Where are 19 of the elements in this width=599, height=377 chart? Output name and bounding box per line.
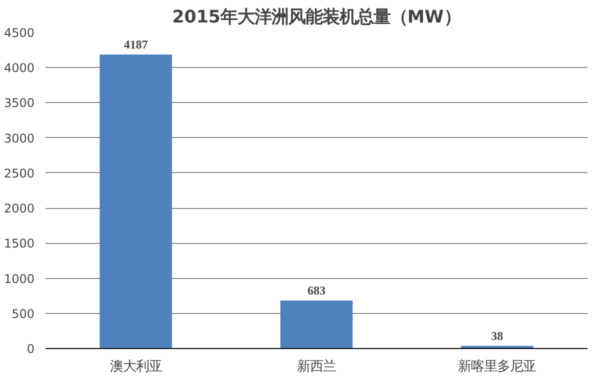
y-tick-label: 2000 xyxy=(4,202,35,216)
y-tick-label: 3000 xyxy=(4,131,35,146)
y-tick-label: 0 xyxy=(26,342,35,356)
y-tick-label: 4000 xyxy=(4,61,35,76)
data-label: 4187 xyxy=(124,37,148,52)
data-label: 38 xyxy=(491,328,504,343)
y-tick-label: 4500 xyxy=(4,26,35,40)
y-tick-label: 3500 xyxy=(4,96,35,110)
y-tick-label: 1500 xyxy=(4,236,35,251)
y-tick-label: 1000 xyxy=(4,272,35,286)
y-tick-label: 500 xyxy=(12,306,34,321)
x-tick-label: 澳大利亚 xyxy=(110,360,162,374)
data-label: 683 xyxy=(308,284,326,298)
bar xyxy=(280,300,353,348)
bar xyxy=(100,54,172,348)
x-tick-label: 新喀里多尼亚 xyxy=(458,360,536,374)
y-tick-label: 2500 xyxy=(4,166,35,180)
x-tick-label: 新西兰 xyxy=(297,360,336,374)
chart-title: 2015年大洋洲风能装机总量（MW） xyxy=(172,8,461,28)
